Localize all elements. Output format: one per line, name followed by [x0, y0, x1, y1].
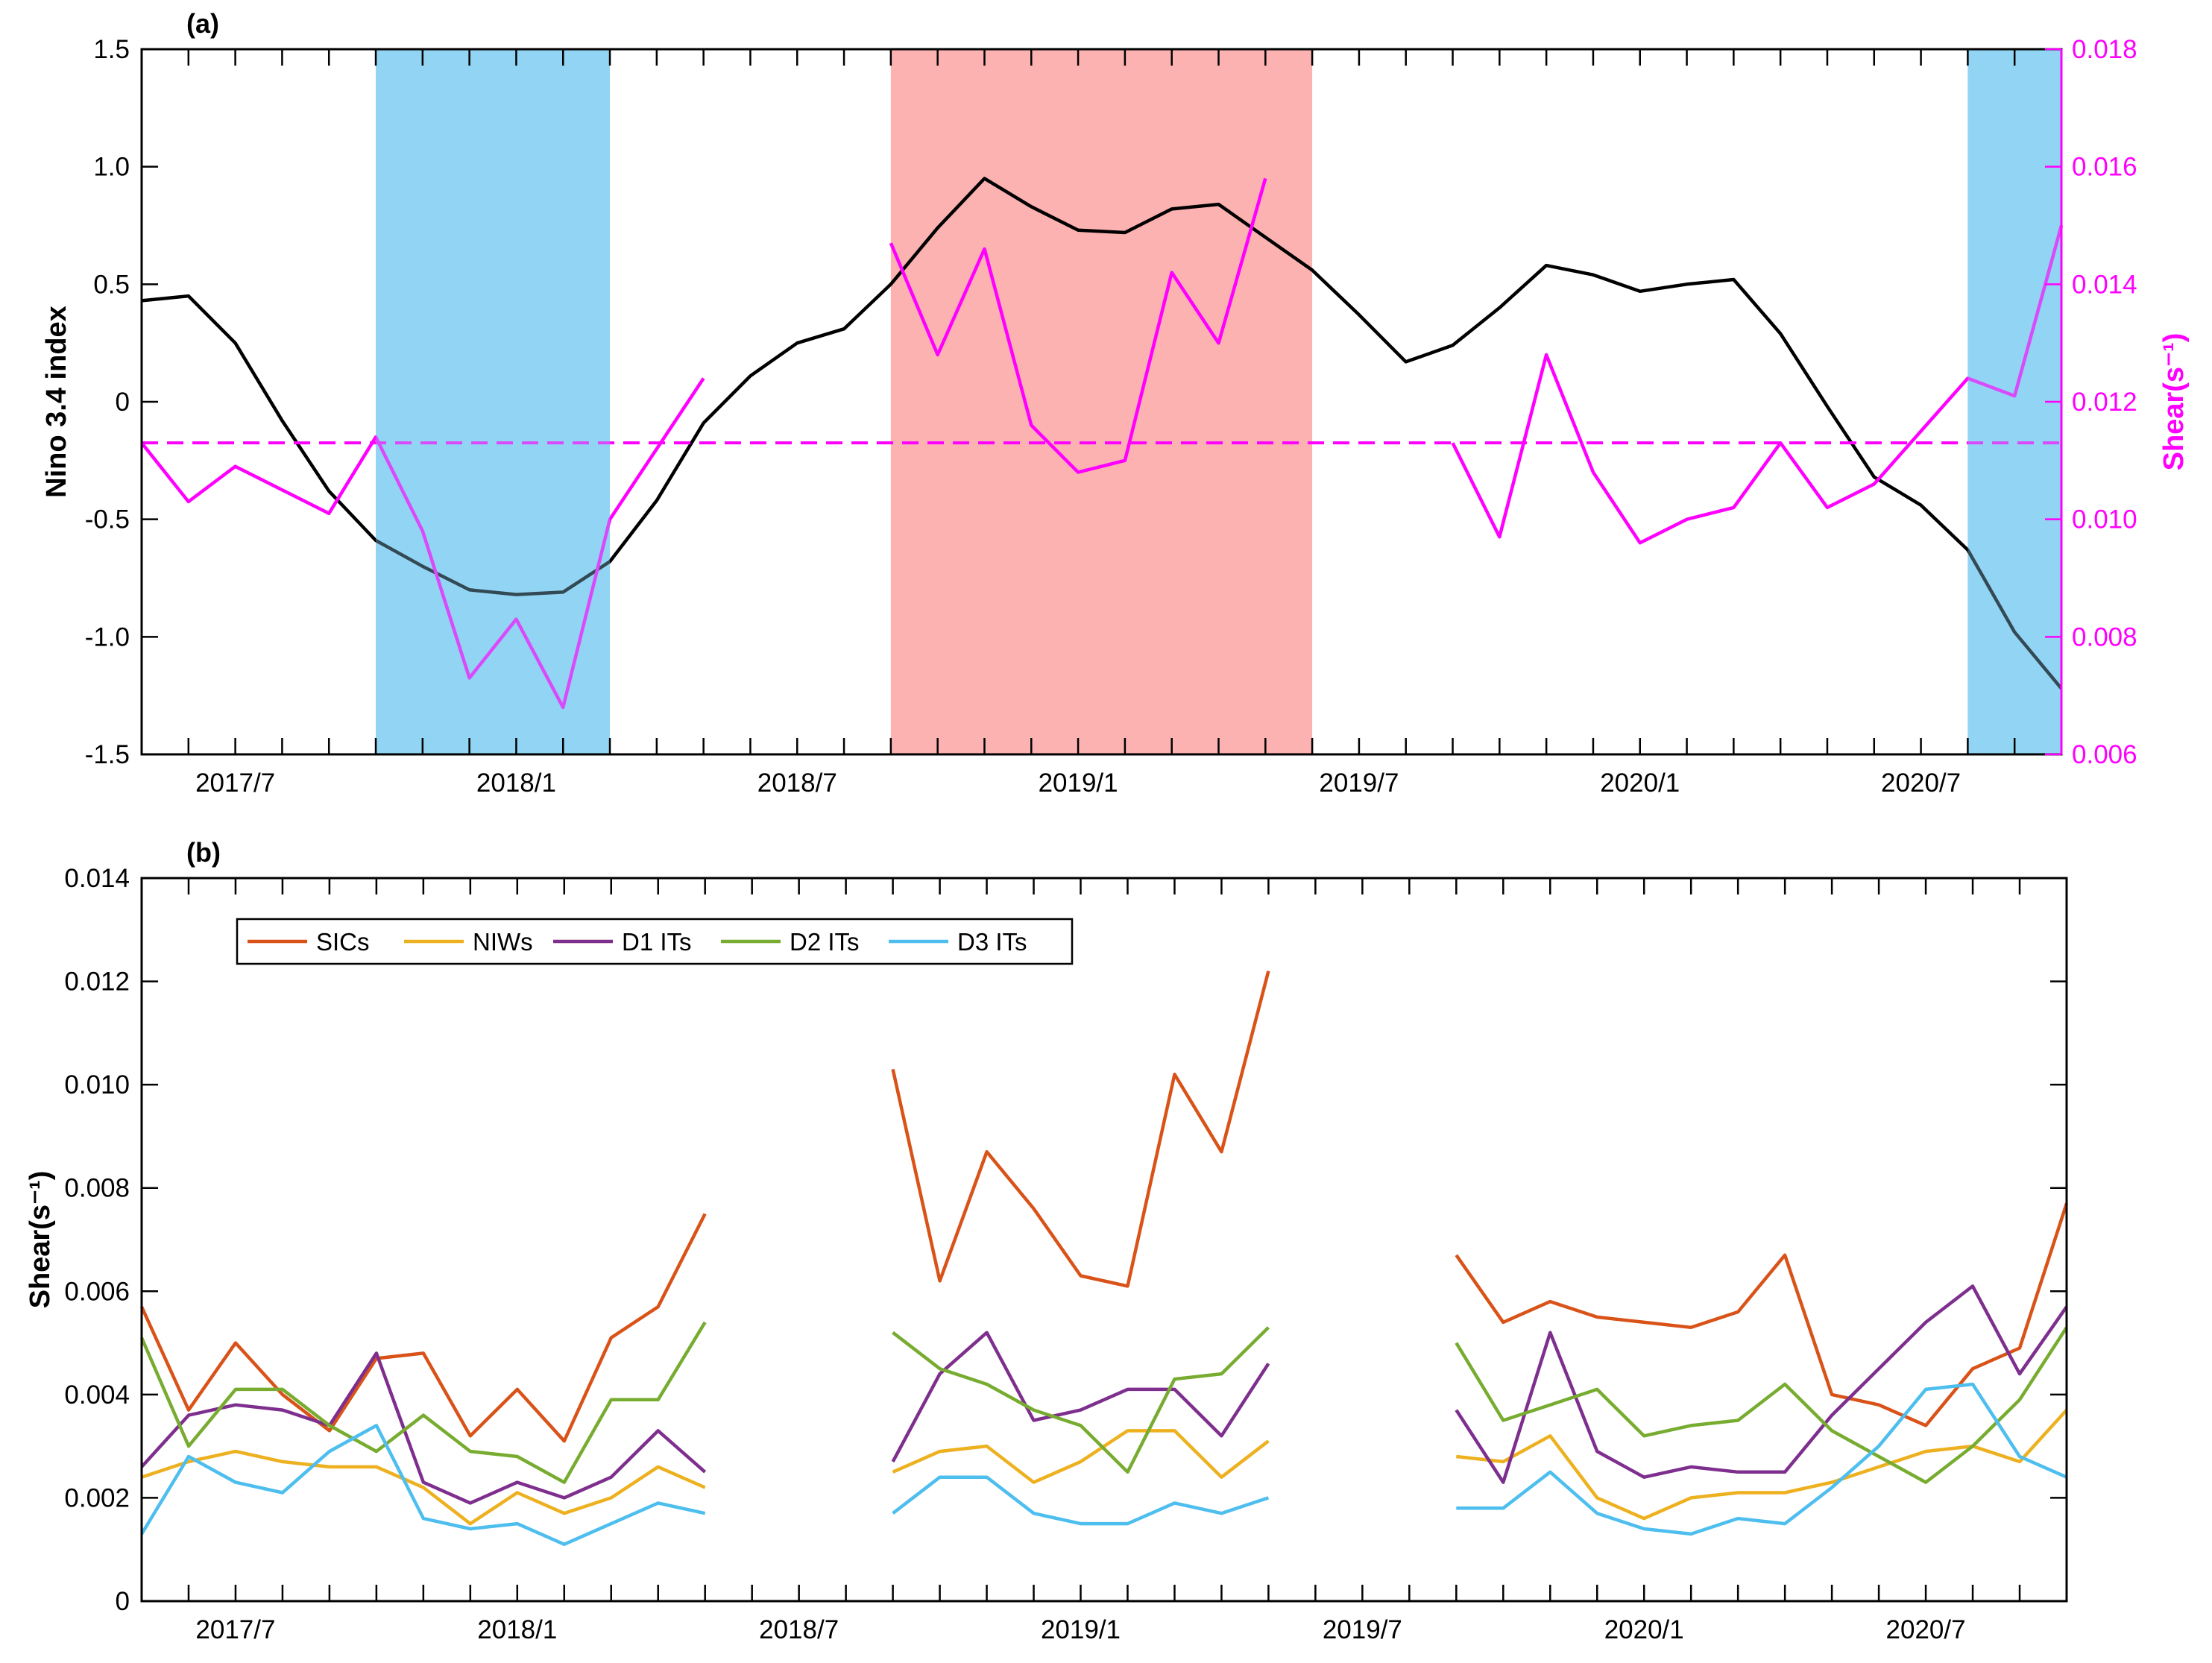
- y-tick-label: 0: [116, 1587, 130, 1616]
- panel-a-nino-index-chart: 2017/7 2018/1 2018/7 2019/1 2019/7 2020/1 2020…: [41, 8, 2190, 798]
- y-tick-label: 0.002: [64, 1483, 130, 1512]
- series-line-sics: [139, 971, 2069, 1443]
- panel-b-x-tick-label: 2019/7: [1323, 1615, 1402, 1644]
- panel-b-x-tick-label: 2019/1: [1041, 1615, 1121, 1644]
- panel-a-x-tick-label: 2020/1: [1600, 769, 1680, 798]
- panel-a-ticks: 2017/7 2018/1 2018/7 2019/1 2019/7 2020/1 2020…: [85, 35, 2137, 798]
- panel-b-shear-components-chart: 2017/7 2018/1 2018/7 2019/1 2019/7 2020/1 2020…: [25, 837, 2069, 1644]
- series-line-d3-its: [140, 1382, 2067, 1547]
- left-y-tick-label: -0.5: [85, 505, 130, 534]
- panel-a-x-tick-label: 2019/7: [1319, 769, 1399, 798]
- left-y-tick-label: 1.0: [93, 153, 130, 182]
- shaded-overlay: [376, 49, 611, 754]
- panel-b-label: (b): [186, 837, 221, 868]
- y-tick-label: 0.004: [64, 1380, 130, 1410]
- right-y-tick-label: 0.006: [2072, 740, 2137, 769]
- panel-b-x-tick-label: 2018/1: [477, 1615, 557, 1644]
- legend-label-d3-its: D3 ITs: [957, 928, 1027, 956]
- left-y-tick-label: 0.5: [93, 270, 130, 299]
- y-tick-label: 0.014: [64, 864, 130, 893]
- panel-b-x-tick-label: 2018/7: [759, 1615, 839, 1644]
- panel-b-ticks: 2017/7 2018/1 2018/7 2019/1 2019/7 2020/1 2020…: [64, 864, 2067, 1644]
- series-line-d1-its: [140, 1284, 2068, 1505]
- series-line-niws: [141, 1409, 2068, 1526]
- y-tick-label: 0.010: [64, 1070, 130, 1099]
- shaded-period-la-nina: [376, 49, 611, 754]
- legend-label-sics: SICs: [316, 928, 370, 956]
- panel-b-axis-title: Shear(s⁻¹): [25, 1171, 56, 1309]
- legend-label-d2-its: D2 ITs: [790, 928, 860, 956]
- panel-a-right-axis-title: Shear(s⁻¹): [2158, 333, 2190, 471]
- legend: SICs NIWs D1 ITs D2 ITs D3 ITs: [236, 918, 1074, 965]
- right-y-tick-label: 0.014: [2072, 270, 2137, 299]
- panel-a-x-tick-label: 2018/7: [757, 769, 837, 798]
- left-y-tick-label: 0: [116, 388, 130, 417]
- panel-a-x-tick-label: 2019/1: [1039, 769, 1118, 798]
- panel-a-left-axis-title: Nino 3.4 index: [41, 306, 72, 498]
- series-line-shear: [140, 177, 2064, 710]
- panel-b-x-tick-label: 2017/7: [195, 1615, 275, 1644]
- legend-label-niws: NIWs: [473, 928, 533, 956]
- panel-b-x-tick-label: 2020/7: [1886, 1615, 1966, 1644]
- panel-a-x-tick-label: 2017/7: [195, 769, 275, 798]
- right-y-tick-label: 0.012: [2072, 388, 2137, 417]
- right-y-tick-label: 0.018: [2072, 35, 2137, 64]
- series-line-d2-its: [139, 1321, 2068, 1484]
- shaded-period-el-nino: [890, 49, 1313, 754]
- right-y-tick-label: 0.010: [2072, 505, 2137, 534]
- left-y-tick-label: -1.0: [85, 622, 130, 651]
- y-tick-label: 0.012: [64, 968, 130, 997]
- panel-a-label: (a): [186, 8, 219, 39]
- series-line-nino-3-4-index: [141, 177, 2063, 690]
- shaded-periods: [376, 49, 2061, 754]
- right-y-tick-label: 0.008: [2072, 622, 2137, 651]
- y-tick-label: 0.008: [64, 1174, 130, 1203]
- panel-b-x-tick-label: 2020/1: [1604, 1615, 1684, 1644]
- panel-b-series: [139, 971, 2069, 1547]
- panel-b-frame: [140, 877, 2068, 1603]
- left-y-tick-label: -1.5: [85, 740, 130, 769]
- left-y-tick-label: 1.5: [93, 35, 130, 64]
- y-tick-label: 0.006: [64, 1277, 130, 1306]
- panel-a-x-tick-label: 2018/1: [476, 769, 556, 798]
- right-y-tick-label: 0.016: [2072, 153, 2137, 182]
- panel-a-x-tick-label: 2020/7: [1881, 769, 1961, 798]
- legend-label-d1-its: D1 ITs: [622, 928, 692, 956]
